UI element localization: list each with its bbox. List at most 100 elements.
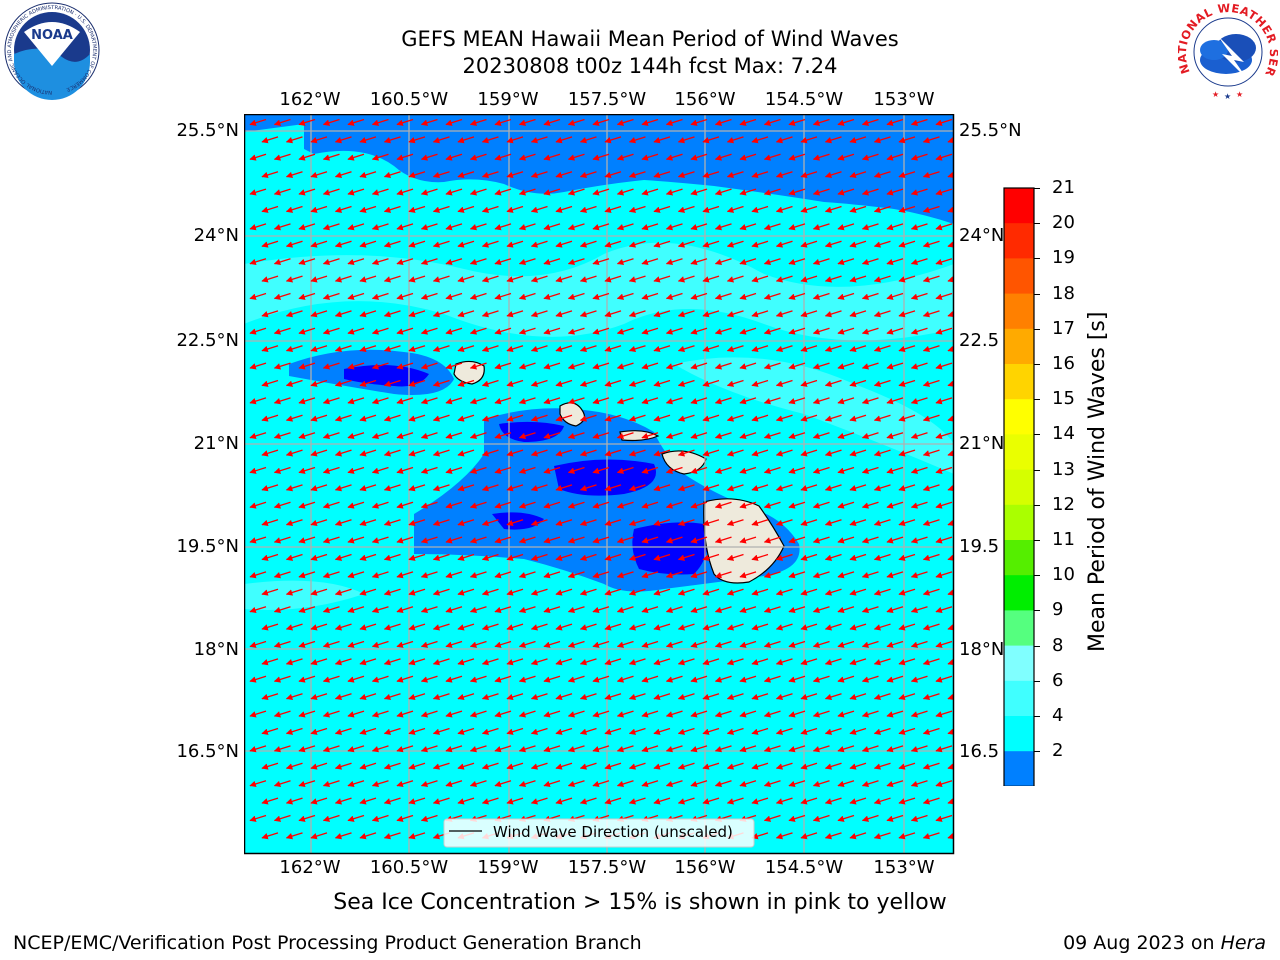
wind-wave-arrow xyxy=(837,501,855,509)
wind-wave-arrow xyxy=(530,310,548,318)
wind-wave-arrow xyxy=(457,727,475,735)
wind-wave-arrow xyxy=(567,710,585,718)
wind-wave-arrow xyxy=(567,571,585,579)
wind-wave-arrow xyxy=(506,588,524,596)
wind-wave-arrow xyxy=(702,240,720,248)
wind-wave-arrow xyxy=(334,275,352,283)
wind-wave-arrow xyxy=(641,223,659,231)
wind-wave-arrow xyxy=(886,571,904,579)
colorbar-tick-label: 18 xyxy=(1052,282,1075,304)
wind-wave-arrow xyxy=(922,345,940,353)
wind-wave-arrow xyxy=(408,693,426,701)
wind-wave-arrow xyxy=(334,623,352,631)
wind-wave-arrow xyxy=(383,623,401,631)
colorbar-segment xyxy=(1004,645,1034,682)
wind-wave-arrow xyxy=(788,153,806,161)
wind-wave-arrow xyxy=(322,258,340,266)
wind-wave-arrow xyxy=(481,136,499,144)
wind-wave-arrow xyxy=(567,640,585,648)
wind-wave-arrow xyxy=(677,171,695,179)
wind-wave-arrow xyxy=(298,118,316,126)
wind-wave-arrow xyxy=(922,727,940,735)
ocean-region-below-2s xyxy=(632,522,708,575)
wind-wave-arrow xyxy=(947,171,954,179)
wind-wave-arrow xyxy=(628,693,646,701)
wind-wave-arrow xyxy=(665,536,683,544)
wind-wave-arrow xyxy=(481,588,499,596)
wind-wave-arrow xyxy=(359,345,377,353)
wind-wave-arrow xyxy=(751,205,769,213)
wind-wave-arrow xyxy=(751,658,769,666)
wind-wave-arrow xyxy=(285,171,303,179)
wind-wave-arrow xyxy=(886,745,904,753)
lat-label-right: 18°N xyxy=(959,639,1005,660)
wind-wave-arrow xyxy=(249,536,267,544)
wind-wave-arrow xyxy=(420,397,438,405)
wind-wave-arrow xyxy=(800,449,818,457)
wind-wave-arrow xyxy=(494,327,512,335)
wind-wave-arrow xyxy=(763,292,781,300)
wind-wave-arrow xyxy=(298,292,316,300)
wind-wave-arrow xyxy=(298,327,316,335)
wind-wave-arrow xyxy=(383,588,401,596)
wind-wave-arrow xyxy=(714,640,732,648)
colorbar-segment xyxy=(1004,258,1034,295)
wind-wave-arrow xyxy=(432,136,450,144)
wind-wave-arrow xyxy=(494,466,512,474)
wind-wave-arrow xyxy=(910,327,928,335)
wind-wave-arrow xyxy=(249,640,267,648)
wind-wave-arrow xyxy=(788,640,806,648)
wind-wave-arrow xyxy=(298,606,316,614)
wind-wave-arrow xyxy=(739,466,757,474)
wind-wave-arrow xyxy=(653,727,671,735)
wind-wave-arrow xyxy=(763,188,781,196)
wind-wave-arrow xyxy=(616,153,634,161)
wind-wave-arrow xyxy=(506,519,524,527)
wind-wave-arrow xyxy=(653,414,671,422)
wind-wave-arrow xyxy=(849,205,867,213)
wind-wave-arrow xyxy=(653,205,671,213)
wind-wave-arrow xyxy=(641,745,659,753)
wind-wave-arrow xyxy=(677,414,695,422)
lat-label-right: 24°N xyxy=(959,225,1005,246)
wind-wave-arrow xyxy=(408,727,426,735)
wind-wave-arrow xyxy=(702,484,720,492)
wind-wave-arrow xyxy=(763,362,781,370)
wind-wave-arrow xyxy=(273,397,291,405)
wind-wave-arrow xyxy=(628,484,646,492)
wind-wave-arrow xyxy=(408,205,426,213)
wind-wave-arrow xyxy=(432,623,450,631)
wind-wave-arrow xyxy=(775,727,793,735)
wind-wave-arrow xyxy=(861,362,879,370)
wind-wave-arrow xyxy=(751,414,769,422)
wind-wave-arrow xyxy=(359,414,377,422)
wind-wave-arrow xyxy=(420,675,438,683)
wind-wave-arrow xyxy=(886,258,904,266)
wind-wave-arrow xyxy=(947,554,954,561)
wind-wave-arrow xyxy=(359,275,377,283)
wind-wave-arrow xyxy=(898,449,916,457)
wind-wave-arrow xyxy=(592,466,610,474)
wind-wave-arrow xyxy=(726,205,744,213)
wind-wave-arrow xyxy=(469,501,487,509)
wind-wave-arrow xyxy=(837,118,855,126)
wind-wave-arrow xyxy=(481,240,499,248)
wind-wave-arrow xyxy=(861,292,879,300)
wind-wave-arrow xyxy=(653,449,671,457)
wind-wave-arrow xyxy=(849,553,867,561)
wind-wave-arrow xyxy=(849,588,867,596)
wind-wave-arrow xyxy=(469,640,487,648)
wind-wave-arrow xyxy=(408,240,426,248)
wind-wave-arrow xyxy=(788,292,806,300)
wind-wave-arrow xyxy=(359,727,377,735)
wind-wave-arrow xyxy=(922,310,940,318)
wind-wave-arrow xyxy=(837,466,855,474)
wind-wave-arrow xyxy=(298,153,316,161)
wind-wave-arrow xyxy=(494,745,512,753)
wind-wave-arrow xyxy=(481,519,499,527)
lon-label-bottom: 153°W xyxy=(873,857,935,878)
noaa-logo: NOAA NATIONAL OCEANIC AND ATMOSPHERIC AD… xyxy=(4,2,100,100)
wind-wave-arrow xyxy=(714,153,732,161)
wind-wave-arrow xyxy=(751,310,769,318)
wind-wave-arrow xyxy=(420,327,438,335)
